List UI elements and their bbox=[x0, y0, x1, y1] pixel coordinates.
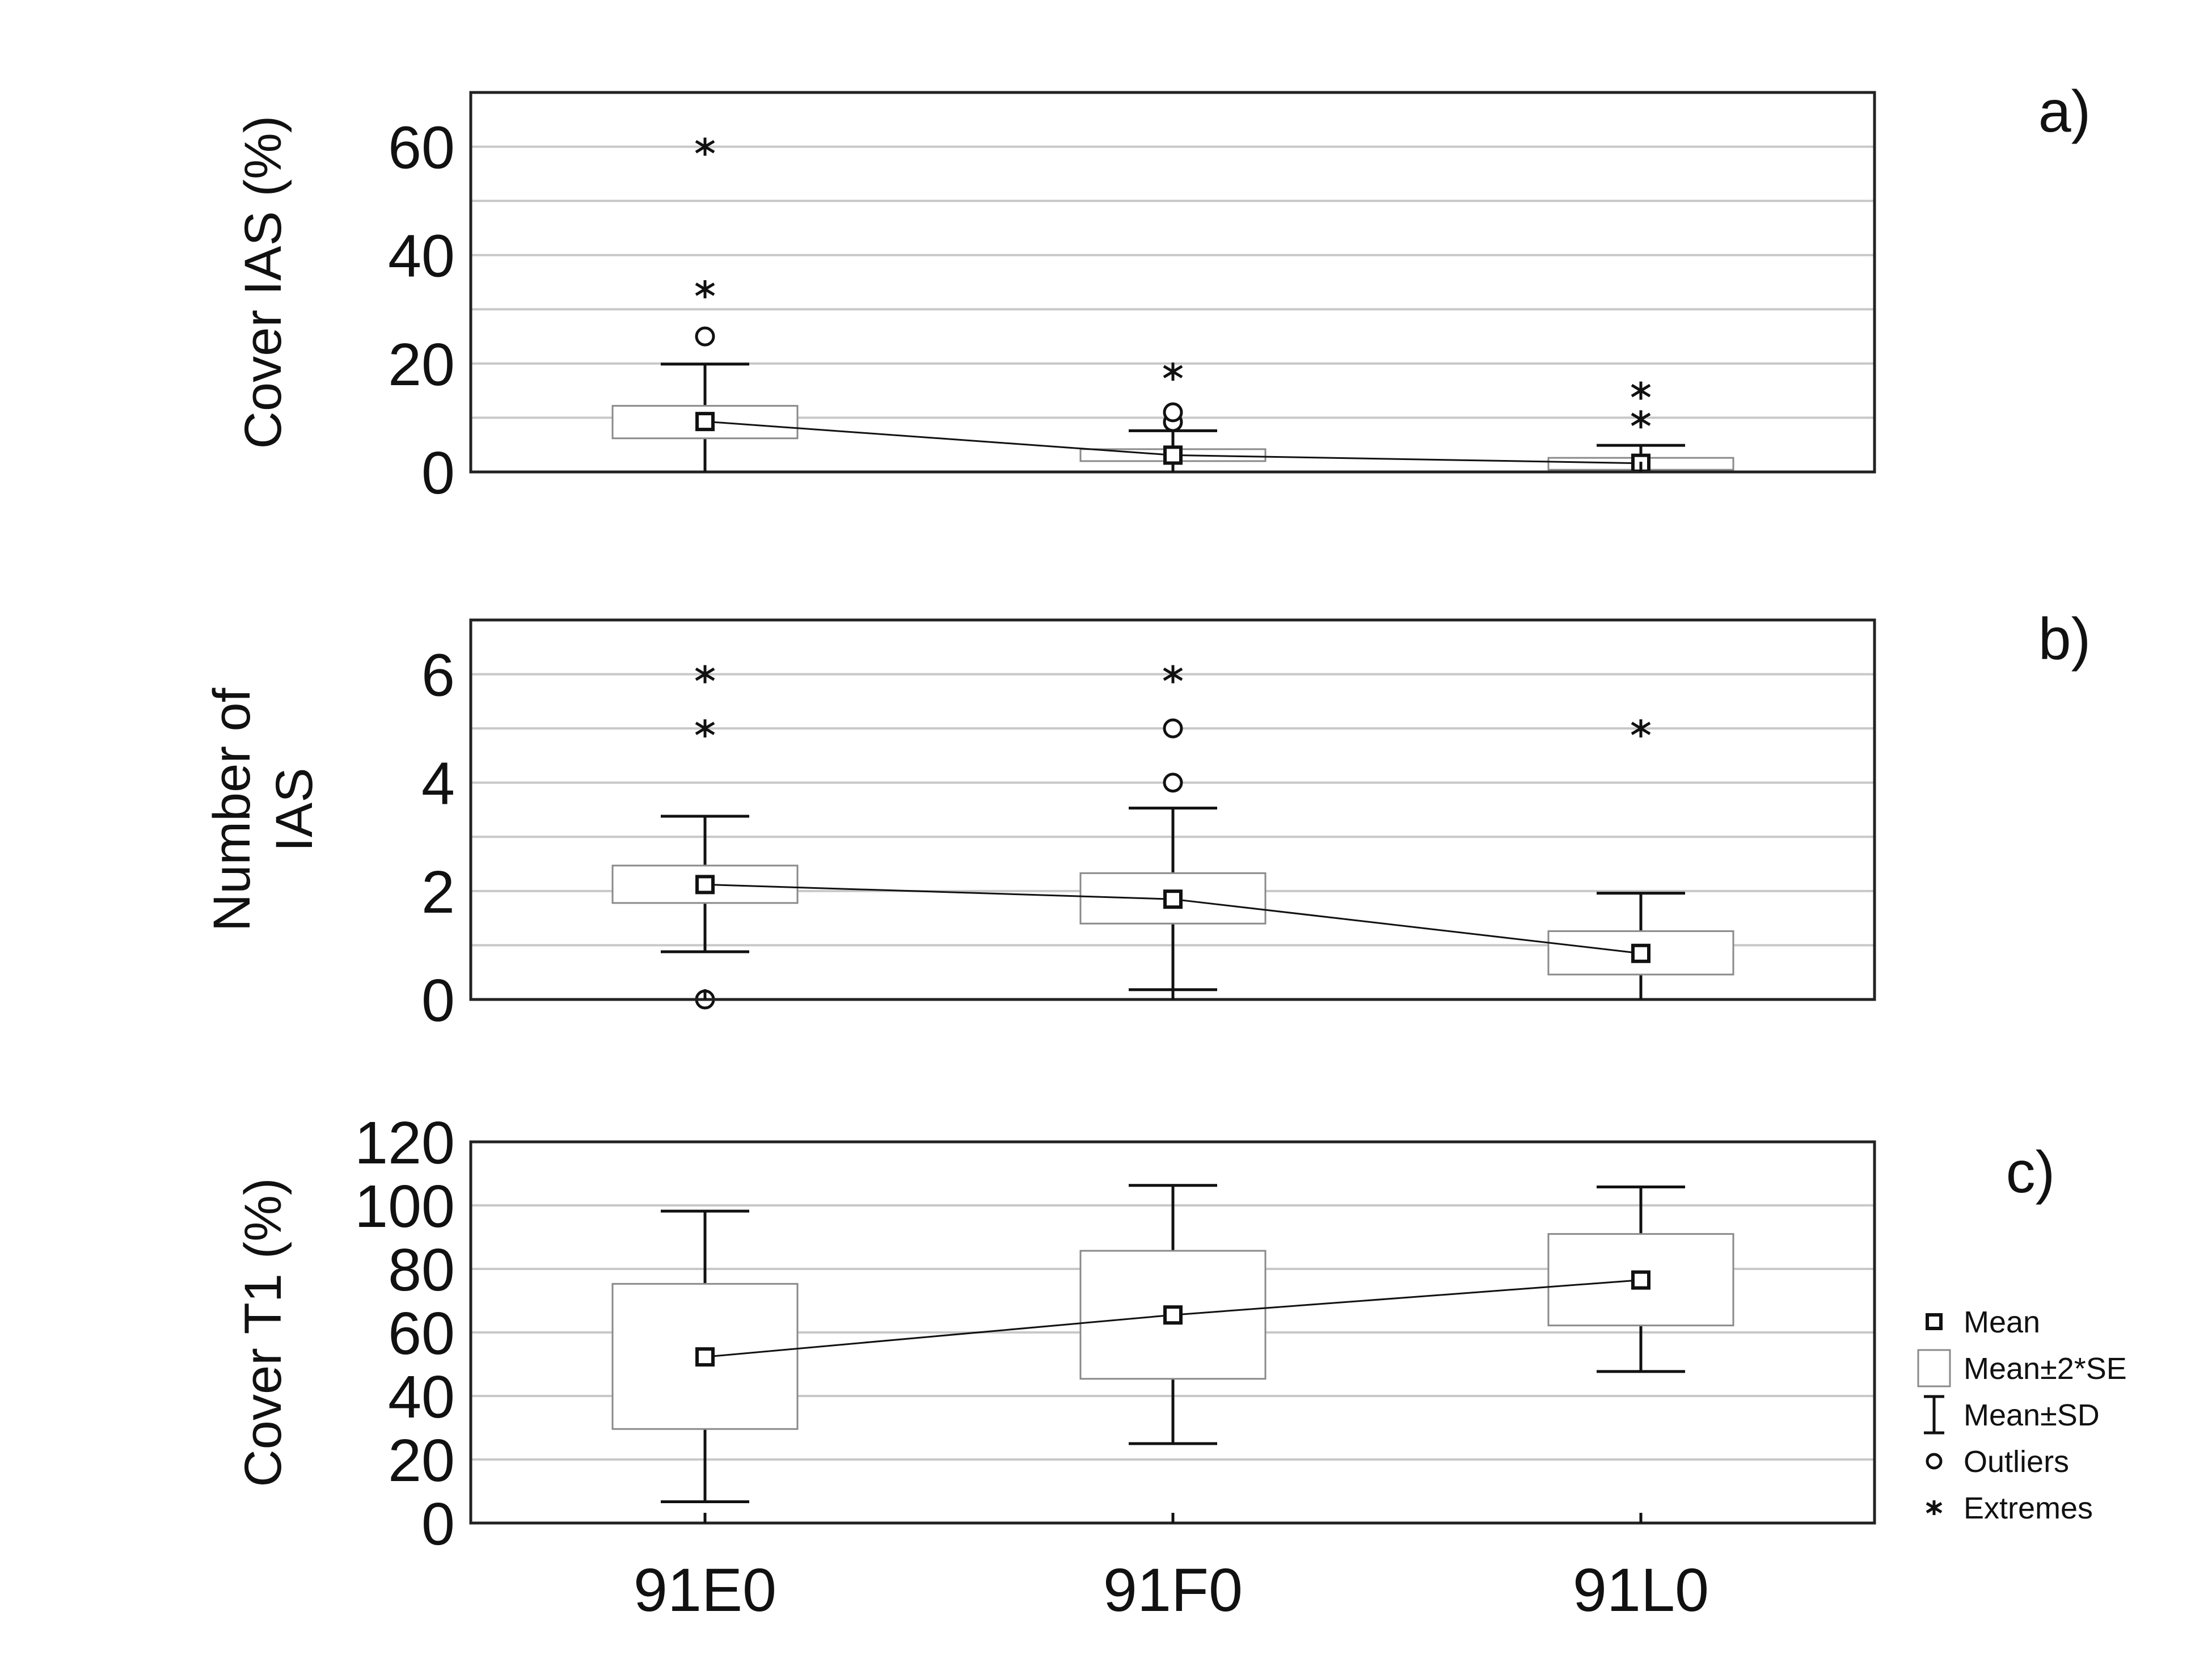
legend-label: Mean bbox=[1964, 1305, 2040, 1339]
extreme-point bbox=[1163, 362, 1183, 381]
asterisk-icon bbox=[1926, 1500, 1943, 1515]
y-tick-label: 6 bbox=[421, 642, 455, 709]
mean-marker bbox=[1163, 445, 1183, 465]
mean-marker bbox=[1163, 1305, 1183, 1325]
mean-marker bbox=[695, 412, 715, 432]
y-tick-label: 20 bbox=[388, 331, 455, 398]
y-axis-label: Cover T1 (%) bbox=[234, 1178, 292, 1487]
asterisk-stroke bbox=[1926, 1502, 1943, 1513]
x-tick-label: 91E0 bbox=[634, 1555, 776, 1624]
extreme-point bbox=[695, 719, 715, 738]
extreme-stroke bbox=[695, 140, 715, 154]
y-tick-label: 0 bbox=[421, 1491, 455, 1558]
legend-label: Outliers bbox=[1964, 1445, 2069, 1479]
legend-label: Mean±2*SE bbox=[1964, 1352, 2127, 1386]
mean-marker bbox=[1631, 1270, 1650, 1290]
extreme-stroke bbox=[1163, 365, 1183, 378]
y-tick-label: 0 bbox=[421, 967, 455, 1034]
y-axis-label: Number ofIAS bbox=[203, 687, 323, 931]
y-tick-label: 100 bbox=[354, 1173, 455, 1240]
extreme-stroke bbox=[1631, 412, 1651, 427]
y-tick-label: 40 bbox=[388, 223, 455, 290]
y-tick-label: 20 bbox=[388, 1427, 455, 1494]
panel-label: c) bbox=[2006, 1140, 2055, 1205]
y-tick-label: 40 bbox=[388, 1364, 455, 1431]
extreme-point bbox=[1631, 719, 1651, 738]
panel-0: 0 20 40 60 Cover IAS (%) a) bbox=[234, 79, 2091, 507]
extreme-point bbox=[695, 280, 715, 298]
extreme-point bbox=[1631, 381, 1651, 400]
legend-label: Mean±SD bbox=[1964, 1398, 2100, 1432]
circle-icon bbox=[1926, 1453, 1943, 1470]
y-tick-label: 60 bbox=[388, 1300, 455, 1367]
y-tick-label: 0 bbox=[421, 440, 455, 507]
y-tick-label: 4 bbox=[421, 750, 455, 817]
extreme-stroke bbox=[695, 722, 715, 735]
extreme-stroke bbox=[1163, 667, 1183, 681]
legend-label: Extremes bbox=[1964, 1491, 2093, 1525]
outlier-point bbox=[1163, 402, 1183, 423]
se-box bbox=[611, 404, 799, 440]
panel-label: b) bbox=[2038, 606, 2091, 672]
legend-item: Mean bbox=[1926, 1305, 2040, 1339]
square-marker-icon bbox=[1926, 1313, 1943, 1330]
y-tick-label: 2 bbox=[421, 859, 455, 926]
extreme-stroke bbox=[695, 282, 715, 296]
outlier-point bbox=[1163, 773, 1183, 793]
x-tick-label: 91L0 bbox=[1573, 1555, 1709, 1624]
x-tick-label: 91F0 bbox=[1103, 1555, 1243, 1624]
extreme-point bbox=[695, 137, 715, 156]
mean-marker bbox=[1631, 943, 1650, 963]
extreme-point bbox=[1631, 410, 1651, 429]
extreme-point bbox=[1163, 665, 1183, 684]
outlier-point bbox=[695, 326, 715, 347]
y-tick-label: 80 bbox=[388, 1237, 455, 1304]
y-tick-label: 60 bbox=[388, 115, 455, 182]
category-group-91E0 bbox=[611, 362, 799, 474]
y-tick-label: 120 bbox=[354, 1110, 455, 1176]
panel-1: 0 2 4 6 Number ofIAS b) bbox=[203, 606, 2091, 1034]
legend: Mean Mean±2*SE Mean±SD Outliers Extremes bbox=[1917, 1305, 2127, 1525]
extreme-point bbox=[695, 665, 715, 684]
y-axis-label: Cover IAS (%) bbox=[234, 116, 292, 449]
box-icon bbox=[1917, 1349, 1951, 1387]
outlier-point bbox=[1163, 718, 1183, 739]
legend-item: Extremes bbox=[1926, 1491, 2093, 1525]
extreme-stroke bbox=[1631, 722, 1651, 735]
panel-label: a) bbox=[2038, 79, 2091, 145]
legend-item: Mean±SD bbox=[1924, 1395, 2100, 1435]
legend-item: Outliers bbox=[1926, 1445, 2069, 1479]
mean-marker bbox=[695, 1347, 715, 1367]
mean-marker bbox=[695, 875, 715, 895]
legend-item: Mean±2*SE bbox=[1917, 1349, 2127, 1387]
extreme-stroke bbox=[695, 667, 715, 681]
mean-marker bbox=[1163, 889, 1183, 909]
extreme-stroke bbox=[1631, 383, 1651, 398]
